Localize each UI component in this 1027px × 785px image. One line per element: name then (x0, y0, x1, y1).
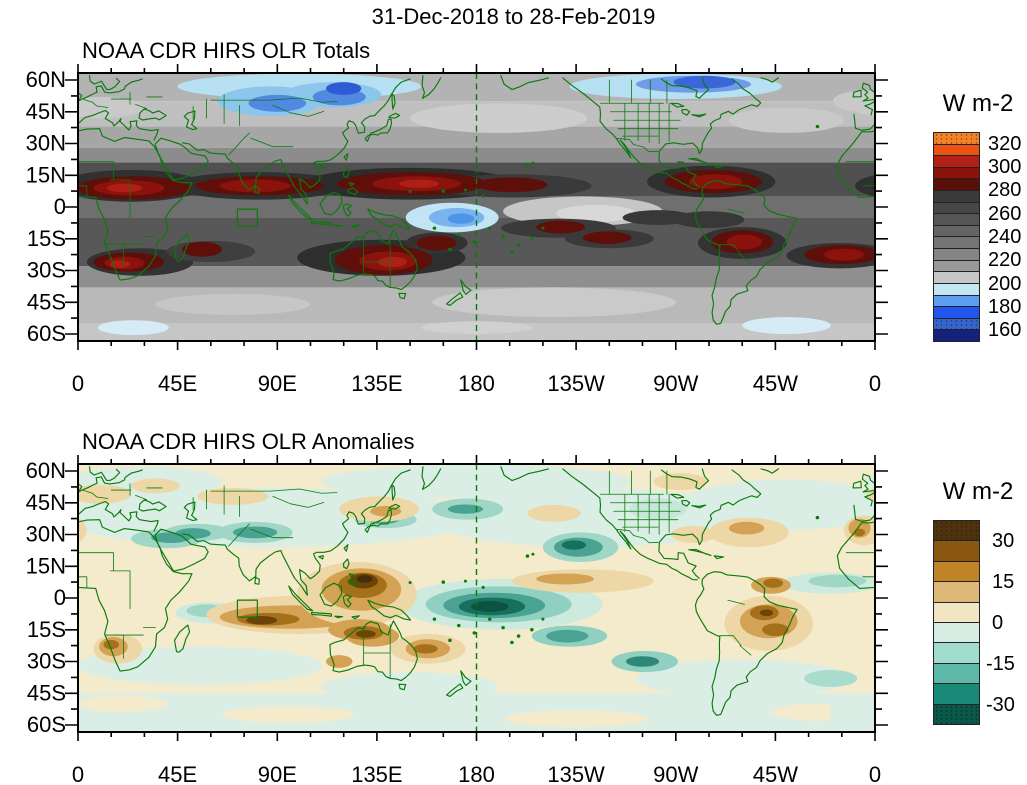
colorbar-tick-label: 320 (988, 132, 1022, 155)
colorbar-cell (934, 248, 979, 260)
colorbar-cell (934, 540, 979, 561)
colorbar-anomalies (933, 520, 980, 725)
colorbar-cell (934, 236, 979, 249)
colorbar-cell (934, 213, 979, 225)
colorbar-tick-label: 15 (992, 570, 1015, 593)
colorbar-cell (934, 703, 979, 725)
colorbar-cell (934, 329, 979, 341)
colorbar-cell (934, 259, 979, 272)
panel-anomalies-title: NOAA CDR HIRS OLR Anomalies (82, 429, 415, 454)
colorbar-cell (934, 178, 979, 191)
colorbar-cell (934, 166, 979, 179)
colorbar-anomalies-title: W m-2 (942, 478, 1014, 505)
colorbar-totals-title: W m-2 (942, 90, 1014, 117)
colorbar-tick-label: -30 (986, 693, 1015, 716)
colorbar-cell (934, 294, 979, 307)
colorbar-cell (934, 143, 979, 156)
olr-totals-map (25, 63, 889, 396)
colorbar-cell (934, 282, 979, 295)
colorbar-tick-label: 280 (988, 179, 1022, 202)
colorbar-cell (934, 683, 979, 704)
colorbar-cell (934, 642, 979, 663)
colorbar-tick-label: 0 (992, 611, 1004, 634)
colorbar-cell (934, 190, 979, 202)
colorbar-cell (934, 155, 979, 167)
colorbar-cell (934, 271, 979, 283)
colorbar-cell (934, 662, 979, 684)
colorbar-cell (934, 560, 979, 582)
colorbar-totals (933, 132, 980, 342)
olr-totals-field (78, 73, 875, 341)
olr-anomalies-map (25, 454, 889, 785)
colorbar-cell (934, 133, 979, 144)
colorbar-tick-label: 260 (988, 202, 1022, 225)
colorbar-tick-label: -15 (986, 652, 1015, 675)
colorbar-tick-label: 300 (988, 156, 1022, 178)
colorbar-tick-label: 240 (988, 226, 1022, 248)
colorbar-cell (934, 224, 979, 237)
colorbar-cell (934, 622, 979, 643)
colorbar-tick-label: 160 (988, 319, 1022, 342)
colorbar-cell (934, 201, 979, 214)
figure-title: 31-Dec-2018 to 28-Feb-2019 (371, 4, 656, 29)
colorbar-cell (934, 521, 979, 541)
panel-totals-title: NOAA CDR HIRS OLR Totals (82, 38, 371, 63)
colorbar-tick-label: 200 (988, 272, 1022, 295)
colorbar-tick-label: 30 (992, 529, 1015, 552)
colorbar-cell (934, 317, 979, 330)
colorbar-tick-label: 180 (988, 296, 1022, 318)
colorbar-tick-label: 220 (988, 249, 1022, 272)
olr-anomalies-field (78, 464, 875, 732)
colorbar-cell (934, 601, 979, 623)
colorbar-cell (934, 581, 979, 602)
colorbar-cell (934, 306, 979, 318)
